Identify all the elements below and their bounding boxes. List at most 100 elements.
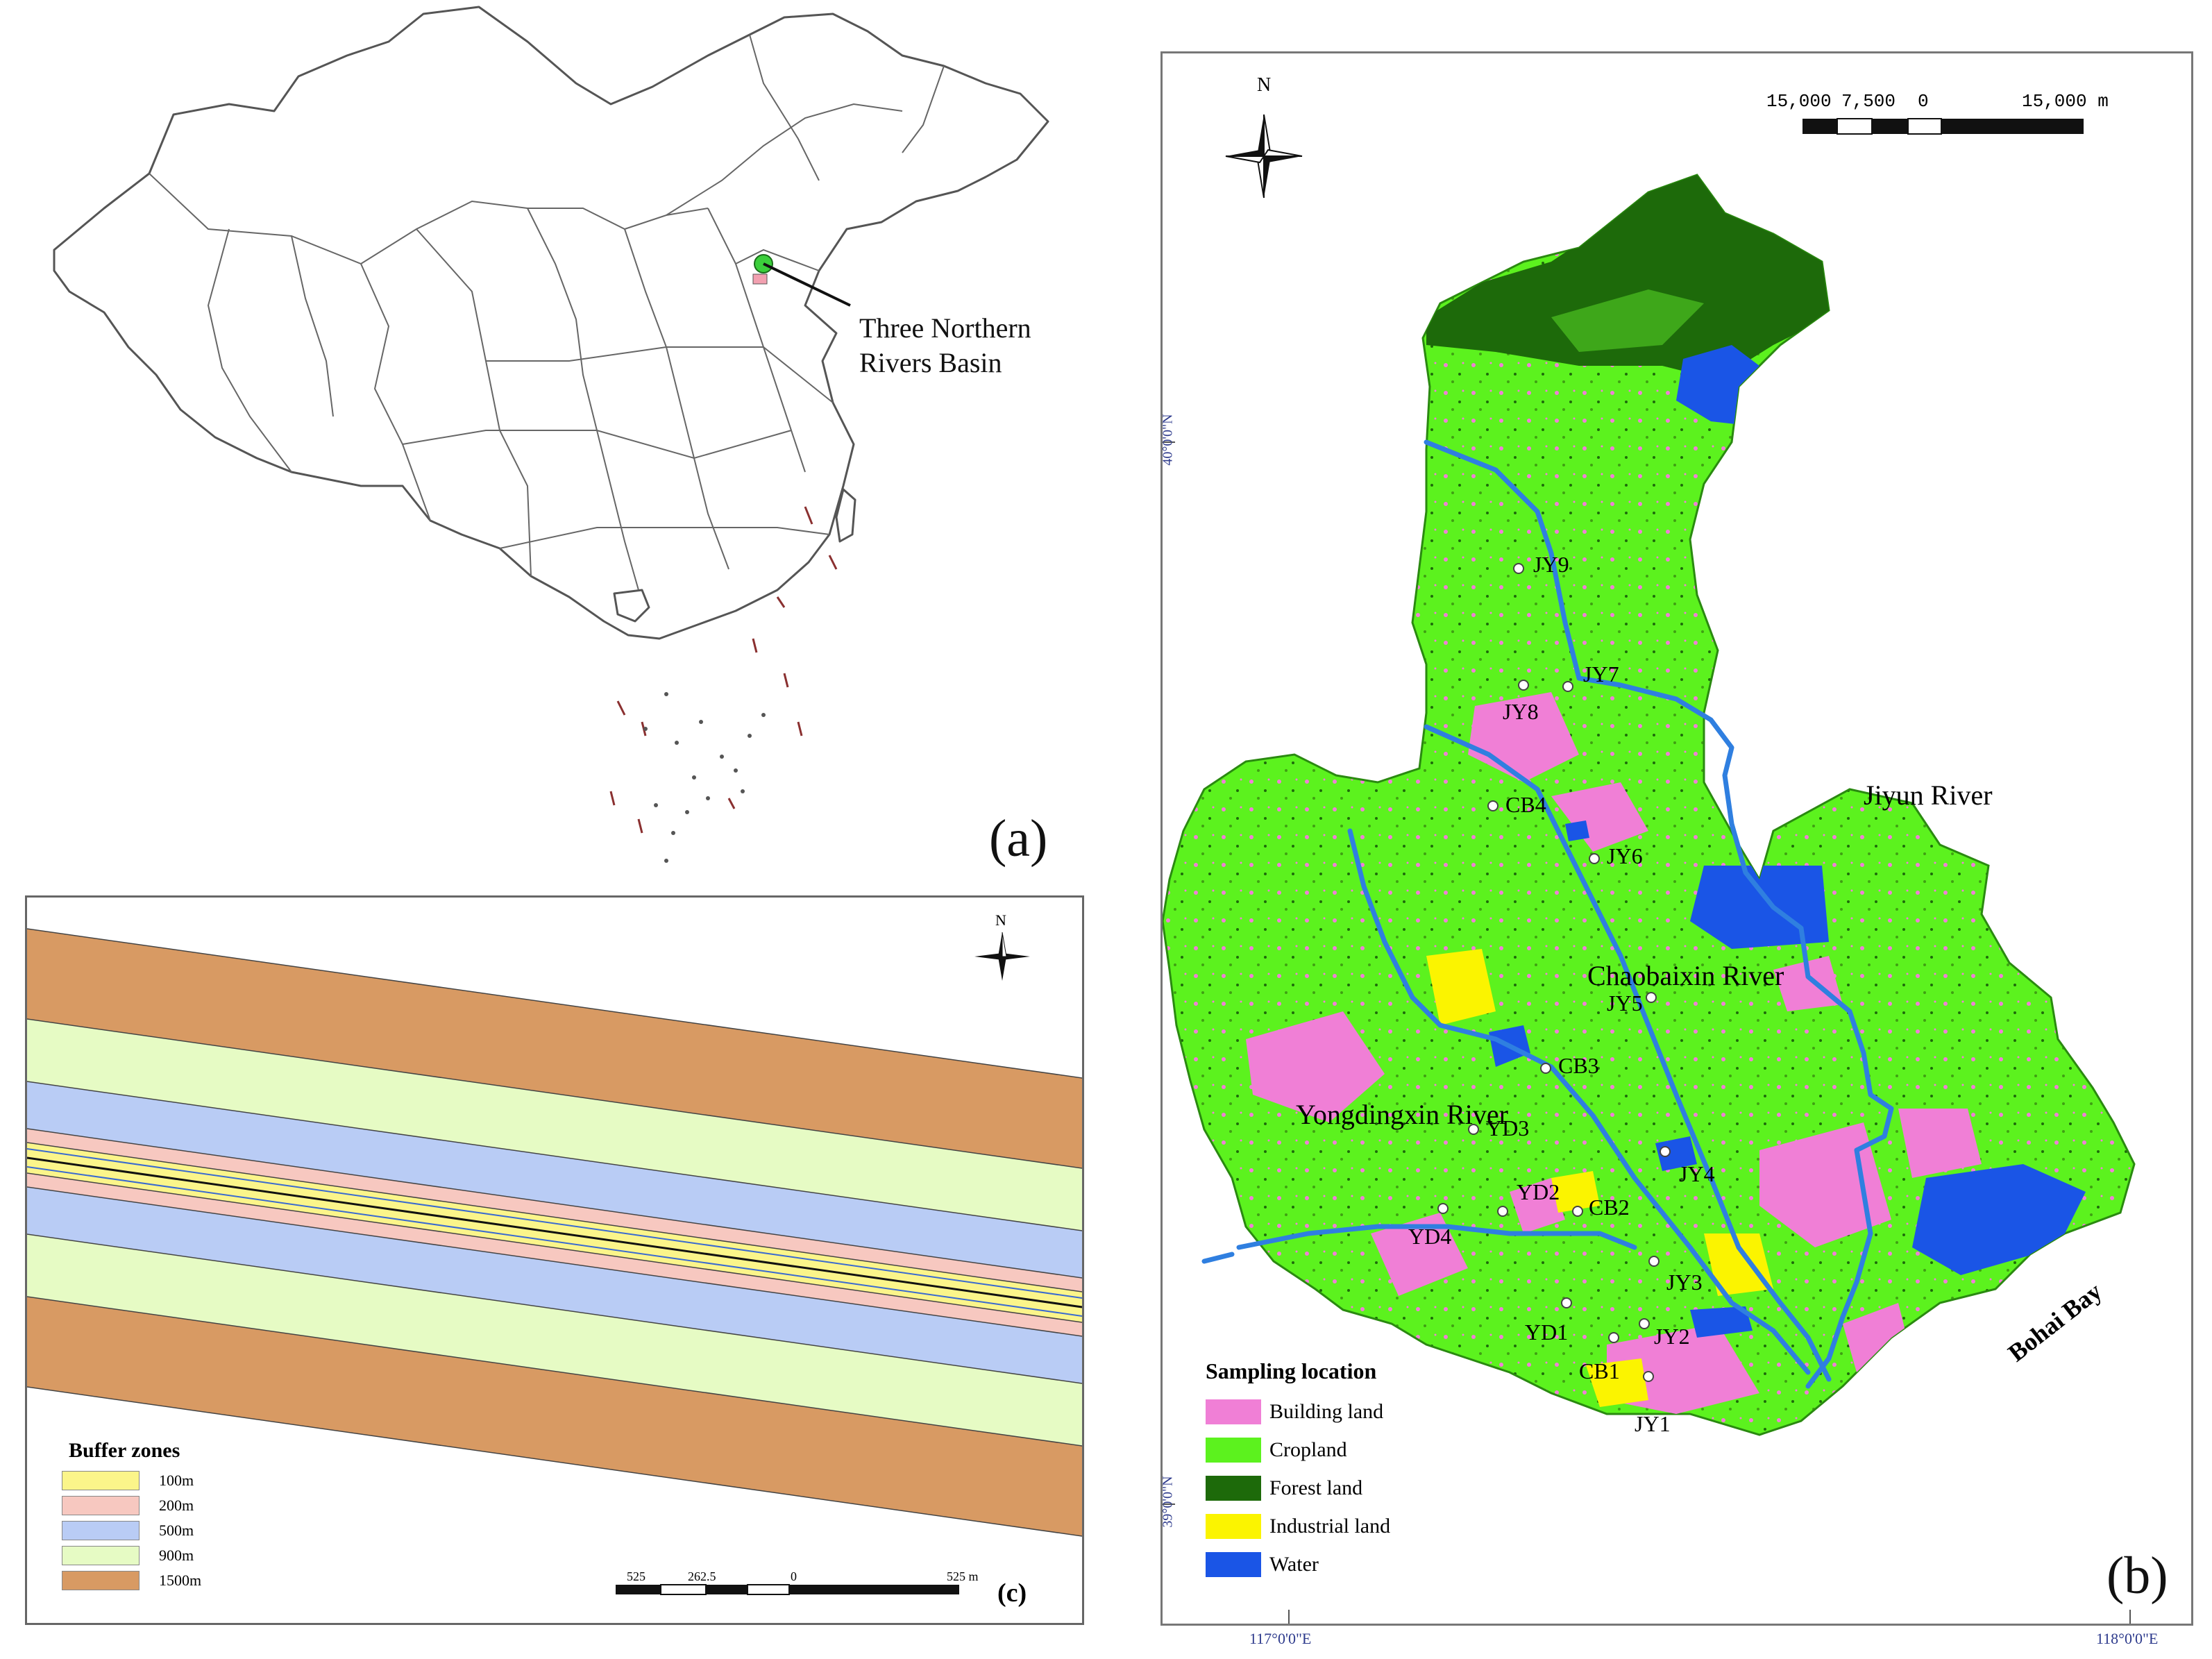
scale-label: 15,000 m: [2022, 91, 2109, 112]
scale-label: 7,500: [1841, 91, 1896, 112]
band-500m-bottom: [27, 1187, 1082, 1383]
site-YD2: [1497, 1206, 1508, 1217]
annotation-line-2: Rivers Basin: [859, 347, 1002, 378]
panel-c-buffer-zones: N 525 262.5 0 525 m Buffer zones 100m 20…: [25, 895, 1084, 1625]
north-arrow-icon: [974, 932, 1030, 981]
scale-bar: [1802, 118, 2084, 135]
band-500m-top: [27, 1081, 1082, 1278]
band-200m-bottom: [27, 1173, 1082, 1336]
lon-label-118: 118°0'0"E: [2096, 1630, 2159, 1647]
swatch: [1206, 1475, 1261, 1501]
legend-label: 500m: [159, 1522, 194, 1539]
hainan-island: [613, 589, 650, 623]
band-100m-top: [27, 1143, 1082, 1307]
swatch: [1206, 1513, 1261, 1539]
legend-label: Industrial land: [1269, 1514, 1391, 1538]
river-label-jiyun: Jiyun River: [1864, 780, 1993, 811]
north-arrow-icon: [1225, 114, 1303, 199]
legend-row-forest: Forest land: [1206, 1469, 1390, 1507]
legend-label: 1500m: [159, 1572, 202, 1589]
legend-row-200m: 200m: [62, 1493, 201, 1518]
site-YD3: [1468, 1124, 1479, 1135]
site-label: JY2: [1654, 1324, 1690, 1349]
band-900m-bottom: [27, 1234, 1082, 1446]
scale-label: 525: [627, 1569, 645, 1583]
forest-area: [1426, 175, 1829, 380]
swatch: [1206, 1399, 1261, 1424]
site-label: YD3: [1486, 1115, 1530, 1140]
site-label: JY3: [1666, 1270, 1703, 1295]
site-label: YD2: [1517, 1179, 1560, 1204]
panel-a-china-map: Three Northern Rivers Basin (a): [0, 0, 1083, 875]
site-YD1: [1561, 1297, 1572, 1308]
site-JY7: [1562, 681, 1573, 692]
taiwan-island: [835, 488, 856, 543]
swatch: [62, 1521, 140, 1540]
swatch: [1206, 1551, 1261, 1577]
panel-c-label: (c): [997, 1578, 1027, 1608]
site-JY6: [1589, 853, 1600, 864]
site-label: CB3: [1558, 1053, 1599, 1078]
north-label-b: N: [1257, 74, 1272, 96]
basin-land-use-map: [1161, 114, 2136, 1624]
water-patch: [1690, 1306, 1753, 1338]
river-label-yongdingxin: Yongdingxin River: [1296, 1099, 1508, 1130]
legend-row-1500m: 1500m: [62, 1568, 201, 1593]
river-label-chaobaixin: Chaobaixin River: [1587, 960, 1784, 991]
land-use-legend-title: Sampling location: [1206, 1358, 1377, 1383]
site-CB2: [1572, 1206, 1583, 1217]
site-label: CB4: [1505, 792, 1546, 817]
water-patch: [1690, 866, 1829, 949]
site-CB4: [1487, 800, 1498, 811]
site-JY5: [1646, 992, 1657, 1003]
buffer-legend: Buffer zones 100m 200m 500m 900m 1500m: [62, 1439, 201, 1593]
site-JY9: [1513, 563, 1524, 574]
legend-label: Cropland: [1269, 1438, 1347, 1461]
panel-b-label: (b): [2107, 1547, 2168, 1605]
swatch: [62, 1546, 140, 1565]
site-JY1: [1643, 1371, 1654, 1382]
buffer-zone-diagram: [27, 928, 1082, 1595]
china-outline-map: [53, 6, 1049, 863]
scale-label: 525 m: [947, 1569, 979, 1583]
site-CB1: [1608, 1332, 1619, 1343]
site-label: JY9: [1533, 552, 1569, 577]
scale-labels-c: 525 262.5 0 525 m: [627, 1569, 992, 1585]
scale-label: 0: [1918, 91, 1929, 112]
site-JY8: [1518, 680, 1529, 691]
lat-label-39: 39°0'0"N: [1160, 1476, 1176, 1528]
jiyun-river: [1424, 439, 1894, 1389]
site-label: JY7: [1583, 662, 1619, 687]
legend-label: Water: [1269, 1552, 1319, 1576]
water-patch: [1655, 1136, 1697, 1171]
band-900m-top: [27, 1019, 1082, 1231]
site-label: YD1: [1525, 1320, 1569, 1345]
swatch: [62, 1471, 140, 1490]
site-label: JY8: [1503, 699, 1539, 724]
swatch: [1206, 1437, 1261, 1463]
site-CB3: [1540, 1063, 1551, 1074]
swatch: [62, 1571, 140, 1590]
legend-label: Building land: [1269, 1399, 1384, 1423]
scale-label: 15,000: [1766, 91, 1832, 112]
scale-label: 262.5: [688, 1569, 716, 1583]
north-label-c: N: [995, 911, 1006, 929]
swatch: [62, 1496, 140, 1515]
site-label: CB2: [1589, 1195, 1630, 1220]
band-100m-bottom: [27, 1158, 1082, 1322]
yongdingxin-river: [1347, 828, 1811, 1375]
scale-label: 0: [791, 1569, 797, 1583]
scale-labels-b: 15,000 7,500 0 15,000 m: [1766, 91, 2155, 113]
site-label: JY5: [1607, 991, 1643, 1016]
site-label: JY4: [1679, 1161, 1715, 1186]
annotation-leader-line: [763, 262, 851, 307]
legend-row-building: Building land: [1206, 1392, 1390, 1431]
site-label: JY6: [1607, 843, 1643, 868]
yongdingxin-branch: [1236, 1224, 1637, 1250]
site-YD4: [1437, 1203, 1449, 1214]
river-centerline: [27, 1156, 1082, 1308]
annotation-line-1: Three Northern: [859, 312, 1031, 344]
legend-row-industrial: Industrial land: [1206, 1507, 1390, 1545]
land-use-legend: Sampling location Building land Cropland…: [1206, 1358, 1390, 1583]
chaobaixin-river: [1424, 724, 1832, 1382]
